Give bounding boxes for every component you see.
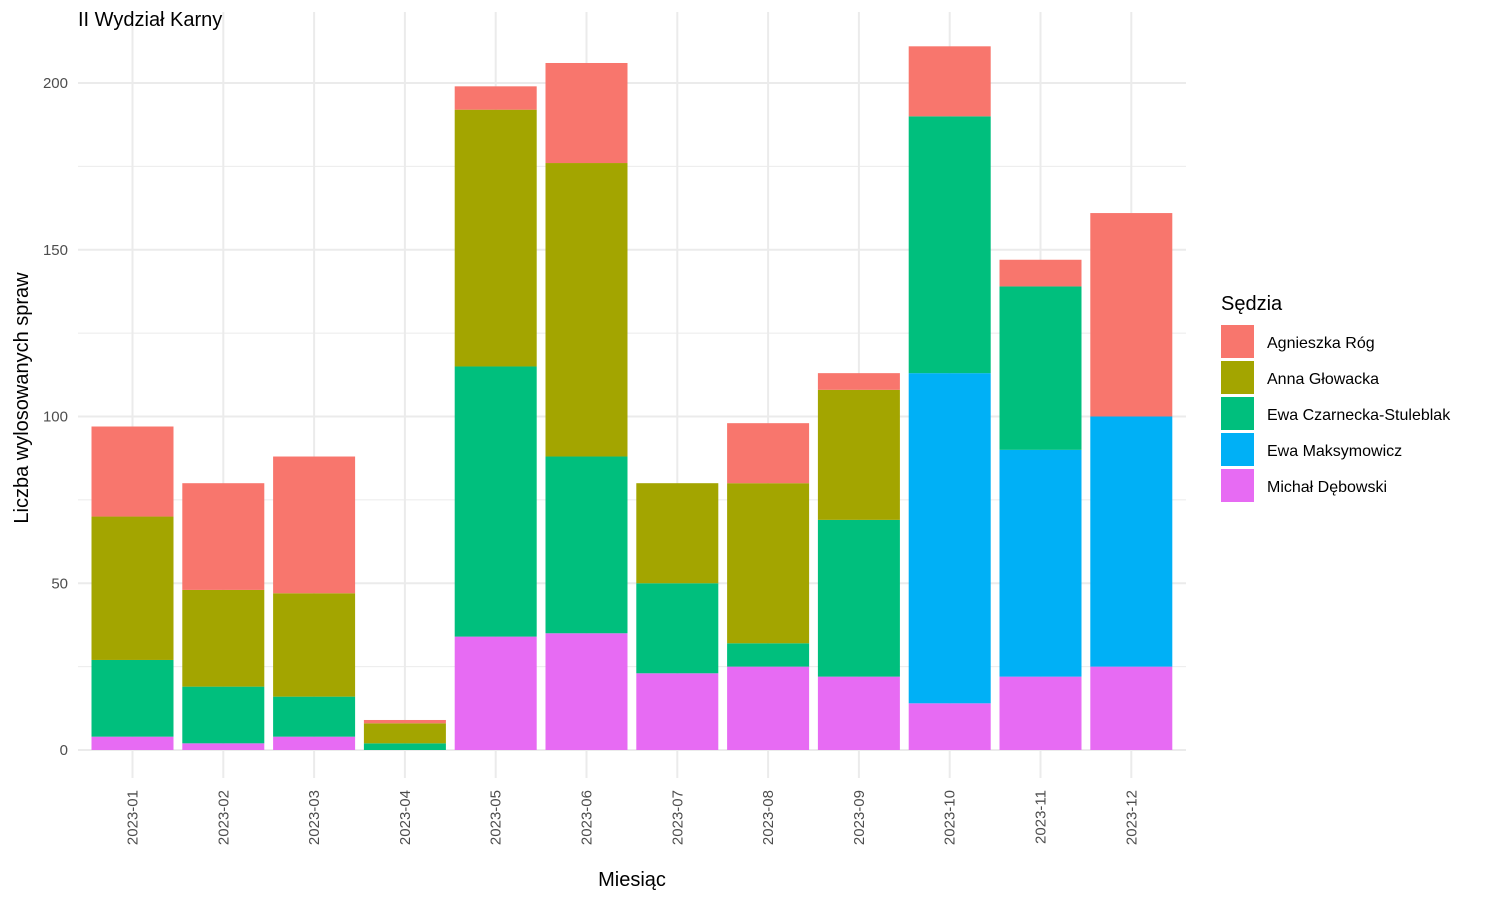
legend-swatch: [1221, 325, 1254, 358]
bar-segment: [363, 723, 446, 744]
bar-segment: [999, 259, 1082, 287]
bar-segment: [91, 516, 174, 660]
bar-segment: [908, 46, 991, 117]
bar-segment: [454, 86, 537, 110]
x-tick-label: 2023-10: [942, 790, 959, 845]
x-tick-label: 2023-03: [306, 790, 323, 845]
bar-segment: [273, 456, 356, 594]
bar-segment: [273, 736, 356, 750]
x-tick-label: 2023-05: [488, 790, 505, 845]
bar-segment: [999, 286, 1082, 450]
bar-segment: [545, 456, 628, 634]
bar-segment: [182, 743, 265, 750]
bar-segment: [817, 389, 900, 520]
y-axis-ticks: 0 50 100 150 200: [43, 75, 68, 759]
bar-segment: [363, 719, 446, 724]
bar-segment: [1090, 416, 1173, 667]
bar-segment: [1090, 666, 1173, 750]
x-tick-label: 2023-06: [579, 790, 596, 845]
y-tick-label: 0: [60, 742, 68, 759]
legend-swatch: [1221, 469, 1254, 502]
x-tick-label: 2023-11: [1033, 790, 1050, 844]
x-axis-title: Miesiąc: [598, 869, 666, 891]
legend-label: Ewa Czarnecka-Stuleblak: [1267, 407, 1451, 424]
x-tick-label: 2023-07: [669, 790, 686, 845]
bar-segment: [727, 423, 810, 484]
x-tick-label: 2023-09: [851, 790, 868, 845]
legend-label: Ewa Maksymowicz: [1267, 443, 1402, 460]
legend-swatch: [1221, 361, 1254, 394]
bar-segment: [273, 696, 356, 737]
bar-segment: [91, 736, 174, 750]
bar-segment: [908, 373, 991, 704]
y-tick-label: 150: [43, 242, 68, 259]
x-tick-label: 2023-04: [397, 790, 414, 845]
bar-segment: [454, 636, 537, 750]
legend-swatch: [1221, 433, 1254, 466]
chart-title: II Wydział Karny: [78, 9, 222, 31]
bar-segment: [999, 676, 1082, 750]
legend-items: Agnieszka Róg Anna Głowacka Ewa Czarnecka-…: [1221, 325, 1451, 502]
bars-layer: [91, 46, 1173, 750]
bar-segment: [727, 483, 810, 644]
bar-segment: [908, 703, 991, 750]
bar-segment: [91, 659, 174, 737]
bar-segment: [727, 643, 810, 667]
x-tick-label: 2023-01: [125, 790, 142, 845]
legend-label: Agnieszka Róg: [1267, 335, 1375, 352]
bar-segment: [91, 426, 174, 517]
bar-segment: [817, 373, 900, 390]
bar-segment: [636, 673, 719, 750]
y-tick-label: 100: [43, 409, 68, 426]
bar-segment: [1090, 213, 1173, 417]
legend: Sędzia Agnieszka Róg Anna Głowacka Ewa Cza…: [1221, 293, 1451, 502]
x-tick-label: 2023-02: [215, 790, 232, 845]
legend-swatch: [1221, 397, 1254, 430]
bar-segment: [727, 666, 810, 750]
bar-segment: [636, 483, 719, 584]
bar-segment: [273, 593, 356, 697]
y-tick-label: 200: [43, 75, 68, 92]
bar-segment: [817, 519, 900, 677]
bar-segment: [454, 109, 537, 367]
bar-segment: [454, 366, 537, 637]
x-axis-ticks: 2023-01 2023-02 2023-03 2023-04 2023-05 2023-…: [125, 790, 1141, 845]
legend-label: Michał Dębowski: [1267, 479, 1387, 496]
y-tick-label: 50: [51, 575, 68, 592]
bar-segment: [545, 62, 628, 164]
y-axis-title: Liczba wylosowanych spraw: [11, 272, 33, 524]
bar-segment: [545, 633, 628, 750]
bar-segment: [182, 686, 265, 744]
x-tick-label: 2023-12: [1123, 790, 1140, 845]
bar-segment: [182, 483, 265, 590]
bar-segment: [999, 449, 1082, 677]
bar-segment: [545, 163, 628, 457]
bar-segment: [363, 743, 446, 750]
bar-segment: [817, 676, 900, 750]
bar-segment: [636, 583, 719, 674]
bar-segment: [182, 589, 265, 687]
legend-label: Anna Głowacka: [1267, 371, 1379, 388]
legend-title: Sędzia: [1221, 293, 1283, 315]
bar-segment: [908, 116, 991, 374]
x-tick-label: 2023-08: [760, 790, 777, 845]
